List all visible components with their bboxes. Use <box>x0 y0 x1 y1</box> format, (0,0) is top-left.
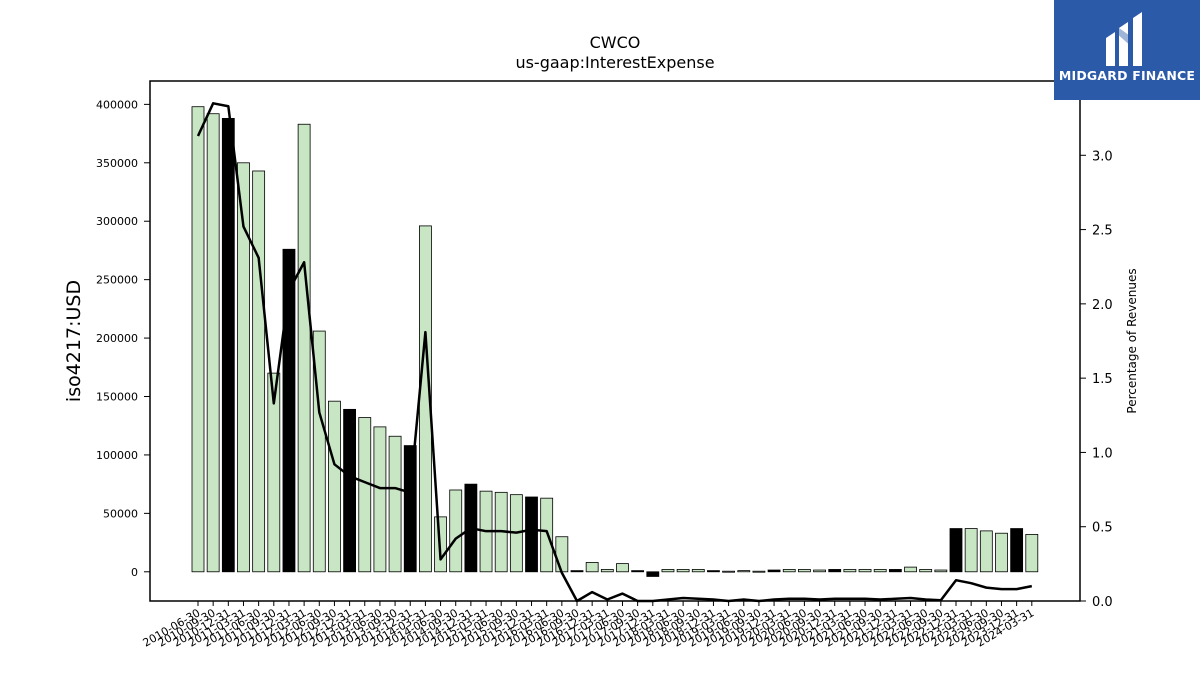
bar <box>888 569 902 573</box>
bar <box>661 569 675 573</box>
y2-tick-label: 3.0 <box>1092 149 1113 164</box>
bar <box>858 569 872 573</box>
bar <box>631 570 645 573</box>
y-tick-label: 0 <box>131 566 138 579</box>
x-axis-ticks: 2010-06-302010-09-302010-12-312011-03-31… <box>141 601 1036 650</box>
bar <box>1010 528 1024 573</box>
bar <box>707 570 720 573</box>
logo-text: MIDGARD FINANCE <box>1058 68 1196 83</box>
bar <box>555 536 569 573</box>
bar <box>919 569 933 573</box>
bar <box>343 408 357 573</box>
bar <box>403 445 417 573</box>
bar <box>221 117 235 573</box>
bar <box>388 435 402 573</box>
y2-tick-label: 0.5 <box>1092 521 1113 536</box>
y-axis-ticks: 0 50000 100000 150000 200000 250000 300000 3500… <box>96 98 150 579</box>
bar <box>782 569 796 573</box>
bar <box>934 569 948 573</box>
y2-tick-label: 0.0 <box>1092 595 1113 610</box>
bar <box>600 569 614 573</box>
bar <box>752 570 766 573</box>
y2-tick-label: 2.0 <box>1092 298 1113 313</box>
y2-tick-label: 2.5 <box>1092 224 1113 239</box>
bar <box>995 532 1008 573</box>
bar <box>1025 533 1039 573</box>
y-tick-label: 350000 <box>96 157 138 170</box>
bar <box>616 563 629 573</box>
y2-tick-label: 1.5 <box>1092 372 1113 387</box>
bar <box>767 569 781 573</box>
bar <box>358 417 372 573</box>
bar <box>297 123 311 573</box>
bars <box>191 106 1039 577</box>
logo-mark-icon <box>1106 12 1142 66</box>
chart-subtitle: us-gaap:InterestExpense <box>515 53 714 72</box>
bar <box>722 570 735 573</box>
bar <box>691 569 705 573</box>
y-tick-label: 150000 <box>96 391 138 404</box>
bar <box>873 569 887 573</box>
bar <box>570 570 584 573</box>
y-tick-label: 250000 <box>96 274 138 287</box>
plot-frame <box>149 80 1081 602</box>
bar <box>585 562 599 573</box>
bar <box>646 571 660 577</box>
y-tick-label: 100000 <box>96 449 138 462</box>
y-tick-label: 400000 <box>96 98 138 111</box>
bar <box>813 569 826 573</box>
y-tick-label: 50000 <box>103 507 138 520</box>
brand-logo: MIDGARD FINANCE <box>1054 0 1200 100</box>
y2-tick-label: 1.0 <box>1092 446 1113 461</box>
bar <box>282 248 296 573</box>
bar <box>525 496 538 573</box>
bar <box>798 569 811 573</box>
bar <box>449 489 463 573</box>
bar <box>904 566 917 573</box>
bar <box>964 528 978 573</box>
bar <box>206 113 220 573</box>
y-axis-label: iso4217:USD <box>63 280 85 402</box>
chart-title: CWCO <box>590 33 641 52</box>
bar <box>373 426 387 573</box>
bar <box>540 497 554 573</box>
bar <box>737 570 751 573</box>
bar <box>191 106 205 573</box>
bar <box>328 400 341 573</box>
y-tick-label: 200000 <box>96 332 138 345</box>
bar <box>237 162 250 573</box>
ratio-line <box>196 102 1033 603</box>
y-tick-label: 300000 <box>96 215 138 228</box>
bar <box>252 170 266 573</box>
bar <box>843 569 857 573</box>
y2-axis-label: Percentage of Revenues <box>1125 268 1139 413</box>
bar <box>676 569 690 573</box>
bar <box>267 372 281 573</box>
bar <box>828 569 842 573</box>
bar <box>949 528 963 573</box>
bar <box>979 530 993 573</box>
y2-axis-ticks: 0.0 0.5 1.0 1.5 2.0 2.5 3.0 <box>1080 149 1113 610</box>
